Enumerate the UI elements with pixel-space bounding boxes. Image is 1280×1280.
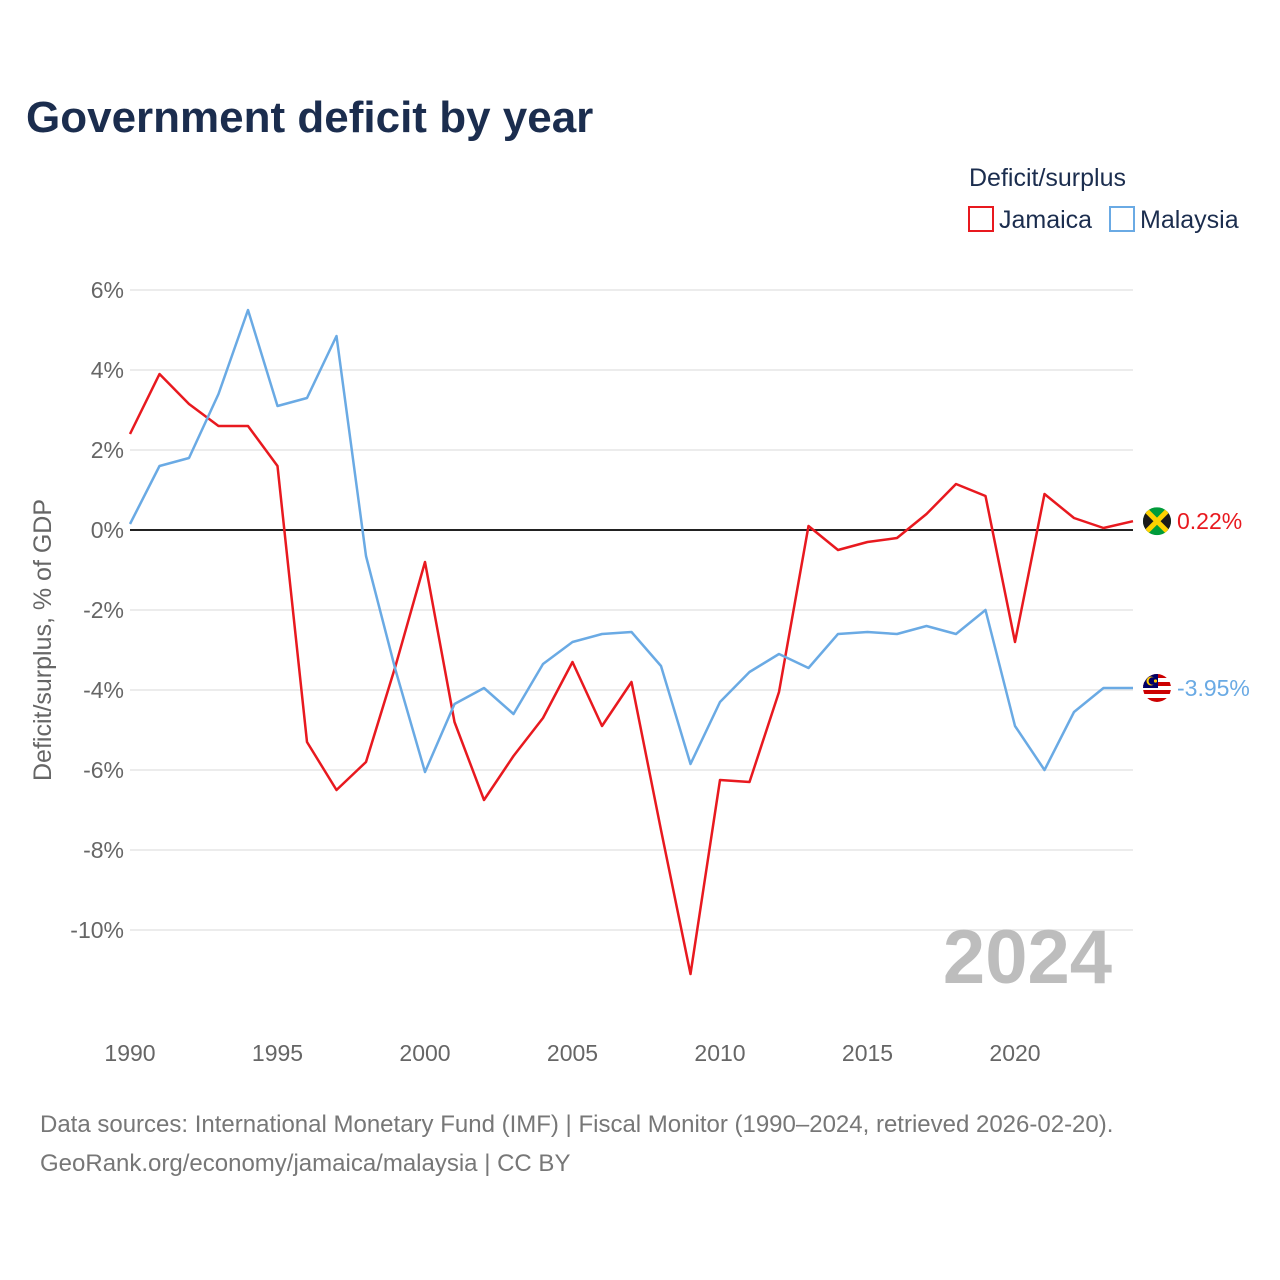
y-tick-label: 0% [91, 517, 124, 543]
series-line-malaysia [128, 308, 1133, 774]
legend: Deficit/surplus Jamaica Malaysia [968, 164, 1239, 234]
jamaica-end-label: 0.22% [1177, 508, 1242, 534]
y-tick-label: -6% [83, 757, 124, 783]
legend-swatch-jamaica [968, 206, 994, 232]
x-tick-label: 2015 [842, 1040, 893, 1066]
malaysia-end-marker: -3.95% [1143, 674, 1250, 702]
y-tick-label: 2% [91, 437, 124, 463]
legend-label-malaysia: Malaysia [1140, 206, 1239, 234]
year-watermark: 2024 [943, 915, 1112, 1000]
legend-item-malaysia[interactable]: Malaysia [1109, 206, 1239, 234]
legend-item-jamaica[interactable]: Jamaica [968, 206, 1092, 234]
x-tick-label: 1995 [252, 1040, 303, 1066]
series [128, 308, 1134, 976]
y-axis-ticks: 6% 4% 2% 0% -2% -4% -6% -8% -10% [70, 277, 124, 943]
malaysia-flag-icon [1143, 674, 1171, 702]
jamaica-end-marker: 0.22% [1143, 507, 1242, 536]
x-axis-ticks: 1990 1995 2000 2005 2010 2015 2020 [104, 1040, 1040, 1066]
y-tick-label: -2% [83, 597, 124, 623]
y-tick-label: -8% [83, 837, 124, 863]
x-tick-label: 2005 [547, 1040, 598, 1066]
legend-label-jamaica: Jamaica [999, 206, 1092, 234]
legend-title: Deficit/surplus [969, 164, 1126, 192]
y-tick-label: -10% [70, 917, 124, 943]
legend-swatch-malaysia [1109, 206, 1135, 232]
credit-line: GeoRank.org/economy/jamaica/malaysia | C… [40, 1150, 570, 1177]
x-tick-label: 1990 [104, 1040, 155, 1066]
y-tick-label: 6% [91, 277, 124, 303]
y-tick-label: -4% [83, 677, 124, 703]
x-tick-label: 2010 [694, 1040, 745, 1066]
chart-title: Government deficit by year [26, 93, 593, 142]
series-line-jamaica [128, 372, 1134, 976]
y-axis-title: Deficit/surplus, % of GDP [29, 499, 57, 781]
x-tick-label: 2000 [399, 1040, 450, 1066]
x-tick-label: 2020 [989, 1040, 1040, 1066]
jamaica-flag-icon [1143, 507, 1171, 536]
source-line: Data sources: International Monetary Fun… [40, 1111, 1113, 1138]
grid [130, 289, 1133, 931]
y-tick-label: 4% [91, 357, 124, 383]
malaysia-end-label: -3.95% [1177, 675, 1250, 701]
